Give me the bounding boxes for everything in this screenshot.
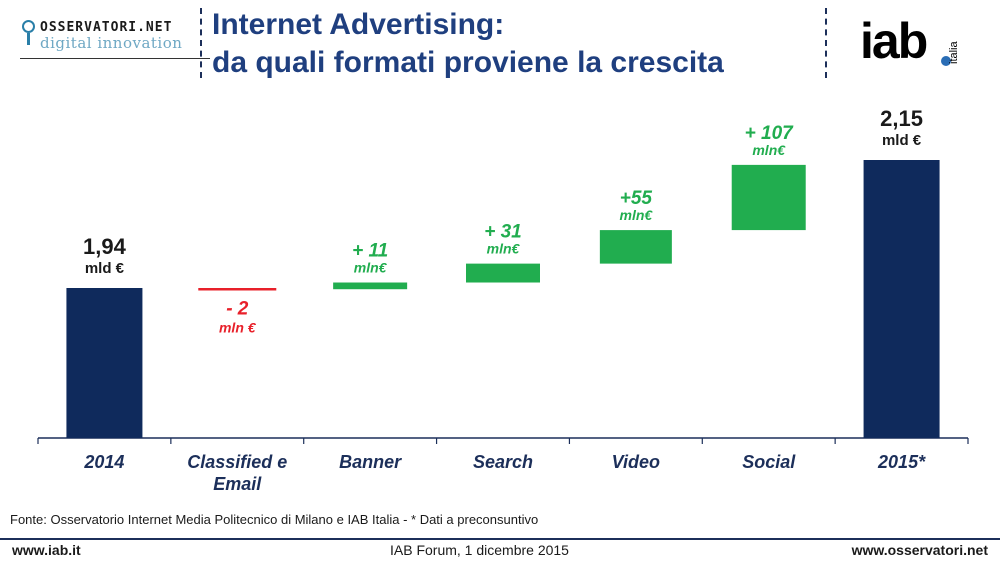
value-label: 2,15 [880, 106, 923, 131]
iab-dot-icon [941, 56, 951, 66]
category-label: Banner [339, 452, 402, 472]
pin-stem [27, 33, 30, 45]
source-note: Fonte: Osservatorio Internet Media Polit… [10, 512, 539, 527]
title-line-2: da quali formati proviene la crescita [212, 46, 724, 79]
value-label: - 2 [226, 299, 249, 320]
value-unit-label: mln€ [487, 241, 521, 257]
value-unit-label: mln€ [354, 260, 388, 276]
category-label: 2014 [83, 452, 124, 472]
logo-wordmark: OSSERVATORI.NET [40, 20, 173, 35]
value-label: + 31 [484, 222, 522, 243]
category-label: 2015* [877, 452, 926, 472]
category-label: Social [742, 452, 796, 472]
pin-icon [22, 20, 35, 33]
bar-classified-e-email [198, 288, 277, 291]
value-unit-label: mln € [219, 320, 257, 336]
bar-social [731, 164, 806, 231]
title-line-1: Internet Advertising: [212, 8, 505, 41]
bar-2014 [66, 288, 143, 438]
value-label: 1,94 [83, 234, 127, 259]
value-label: + 107 [745, 123, 795, 144]
footer-event: IAB Forum, 1 dicembre 2015 [390, 542, 569, 558]
bar-banner [333, 282, 408, 290]
bar-search [466, 263, 540, 283]
category-label: Video [612, 452, 660, 472]
logo-tagline: digital innovation [40, 34, 183, 52]
category-label: Search [473, 452, 533, 472]
page-title: Internet Advertising: da quali formati p… [212, 6, 724, 82]
category-label: Email [213, 474, 262, 494]
bar-video [599, 230, 672, 264]
value-label: +55 [620, 188, 653, 209]
header-divider-left [200, 8, 202, 78]
footer-left-link[interactable]: www.iab.it [12, 542, 81, 558]
footer-separator [0, 538, 1000, 540]
iab-logo: iab italia [860, 12, 970, 77]
value-unit-label: mln€ [752, 142, 786, 158]
logo-underline [20, 58, 210, 59]
header-divider-right [825, 8, 827, 78]
category-label: Classified e [187, 452, 287, 472]
value-unit-label: mld € [85, 260, 125, 277]
iab-wordmark: iab [860, 13, 928, 69]
osservatori-logo: OSSERVATORI.NET digital innovation [12, 6, 210, 76]
value-label: + 11 [352, 241, 388, 262]
bar-2015- [863, 160, 940, 438]
footer-right-link[interactable]: www.osservatori.net [851, 542, 988, 558]
value-unit-label: mld € [882, 132, 922, 149]
value-unit-label: mln€ [620, 207, 654, 223]
